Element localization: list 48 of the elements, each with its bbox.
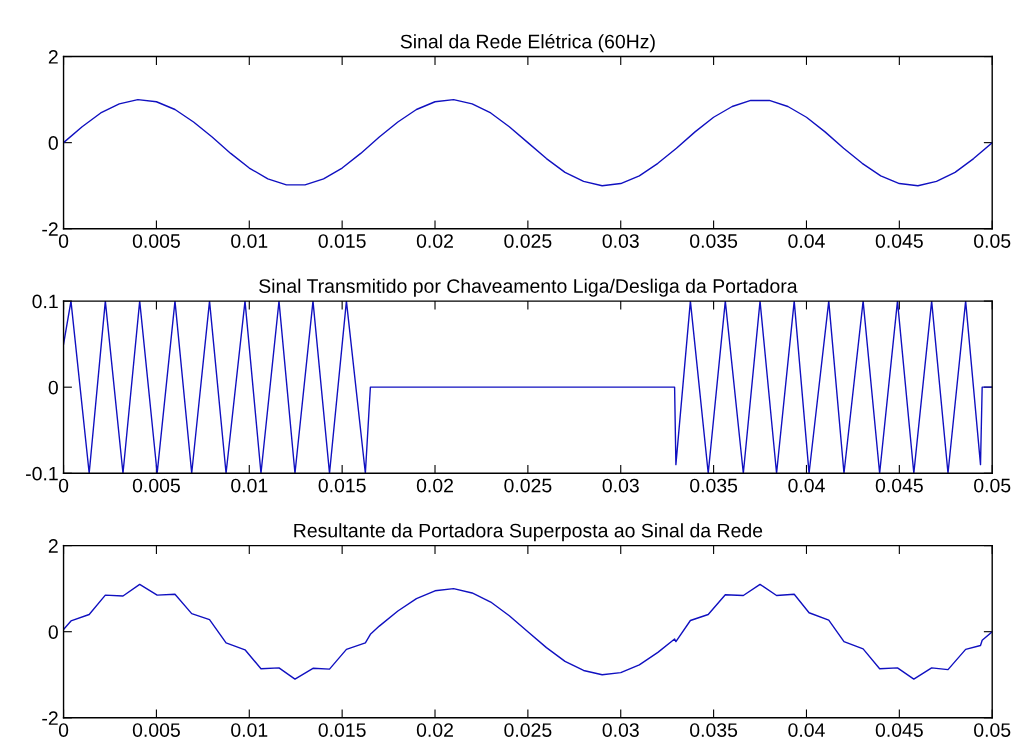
x-tick-label: 0.025 [504, 723, 552, 737]
y-tick-label: -2 [42, 222, 58, 236]
x-tick-label: 0.01 [231, 478, 268, 493]
x-tick-label: 0.015 [318, 478, 366, 493]
x-tick-label: 0.005 [132, 723, 180, 737]
x-tick-label: 0.015 [318, 234, 366, 248]
x-tick-label: 0.025 [504, 478, 552, 493]
x-tick-label: 0.045 [875, 478, 923, 493]
y-tick-label: -0.1 [26, 466, 58, 481]
line-series [63, 301, 993, 474]
y-tick-label: 2 [48, 539, 58, 553]
x-tick-label: 0.05 [974, 723, 1011, 737]
x-tick-label: 0.01 [231, 234, 268, 248]
y-tick-label: 0 [48, 136, 58, 150]
y-tick-label: 0.1 [32, 294, 58, 309]
x-tick-label: 0.04 [788, 234, 825, 248]
x-tick-label: 0.005 [132, 234, 180, 248]
x-tick-label: 0.045 [875, 723, 923, 737]
x-tick-label: 0.035 [690, 723, 738, 737]
x-tick-label: 0.05 [974, 234, 1011, 248]
x-tick-label: 0.035 [690, 234, 738, 248]
x-tick-label: 0.03 [602, 723, 639, 737]
line-series [63, 98, 993, 187]
y-tick-label: 2 [48, 50, 58, 64]
x-tick-label: 0.04 [788, 478, 825, 493]
x-tick-label: 0.005 [132, 478, 180, 493]
x-tick-label: 0.025 [504, 234, 552, 248]
x-tick-label: 0.02 [416, 234, 453, 248]
y-tick-label: 0 [48, 625, 58, 639]
x-tick-label: 0.03 [602, 478, 639, 493]
x-tick-label: 0.045 [875, 234, 923, 248]
x-tick-label: 0.02 [416, 478, 453, 493]
x-tick-label: 0.01 [231, 723, 268, 737]
x-tick-label: 0.015 [318, 723, 366, 737]
x-tick-label: 0.02 [416, 723, 453, 737]
chart-title: Resultante da Portadora Superposta ao Sinal da Rede [294, 523, 763, 542]
x-tick-label: 0.05 [974, 478, 1011, 493]
x-tick-label: 0.035 [690, 478, 738, 493]
line-series [63, 583, 993, 680]
x-tick-label: 0 [58, 234, 69, 248]
x-tick-label: 0.03 [602, 234, 639, 248]
chart-title: Sinal Transmitido por Chaveamento Liga/Desliga da Portadora [259, 278, 798, 297]
y-tick-label: -2 [42, 711, 58, 725]
x-tick-label: 0 [58, 723, 69, 737]
x-tick-label: 0 [58, 478, 69, 493]
y-tick-label: 0 [48, 380, 58, 395]
chart-title: Sinal da Rede Elétrica (60Hz) [400, 33, 655, 53]
x-tick-label: 0.04 [788, 723, 825, 737]
